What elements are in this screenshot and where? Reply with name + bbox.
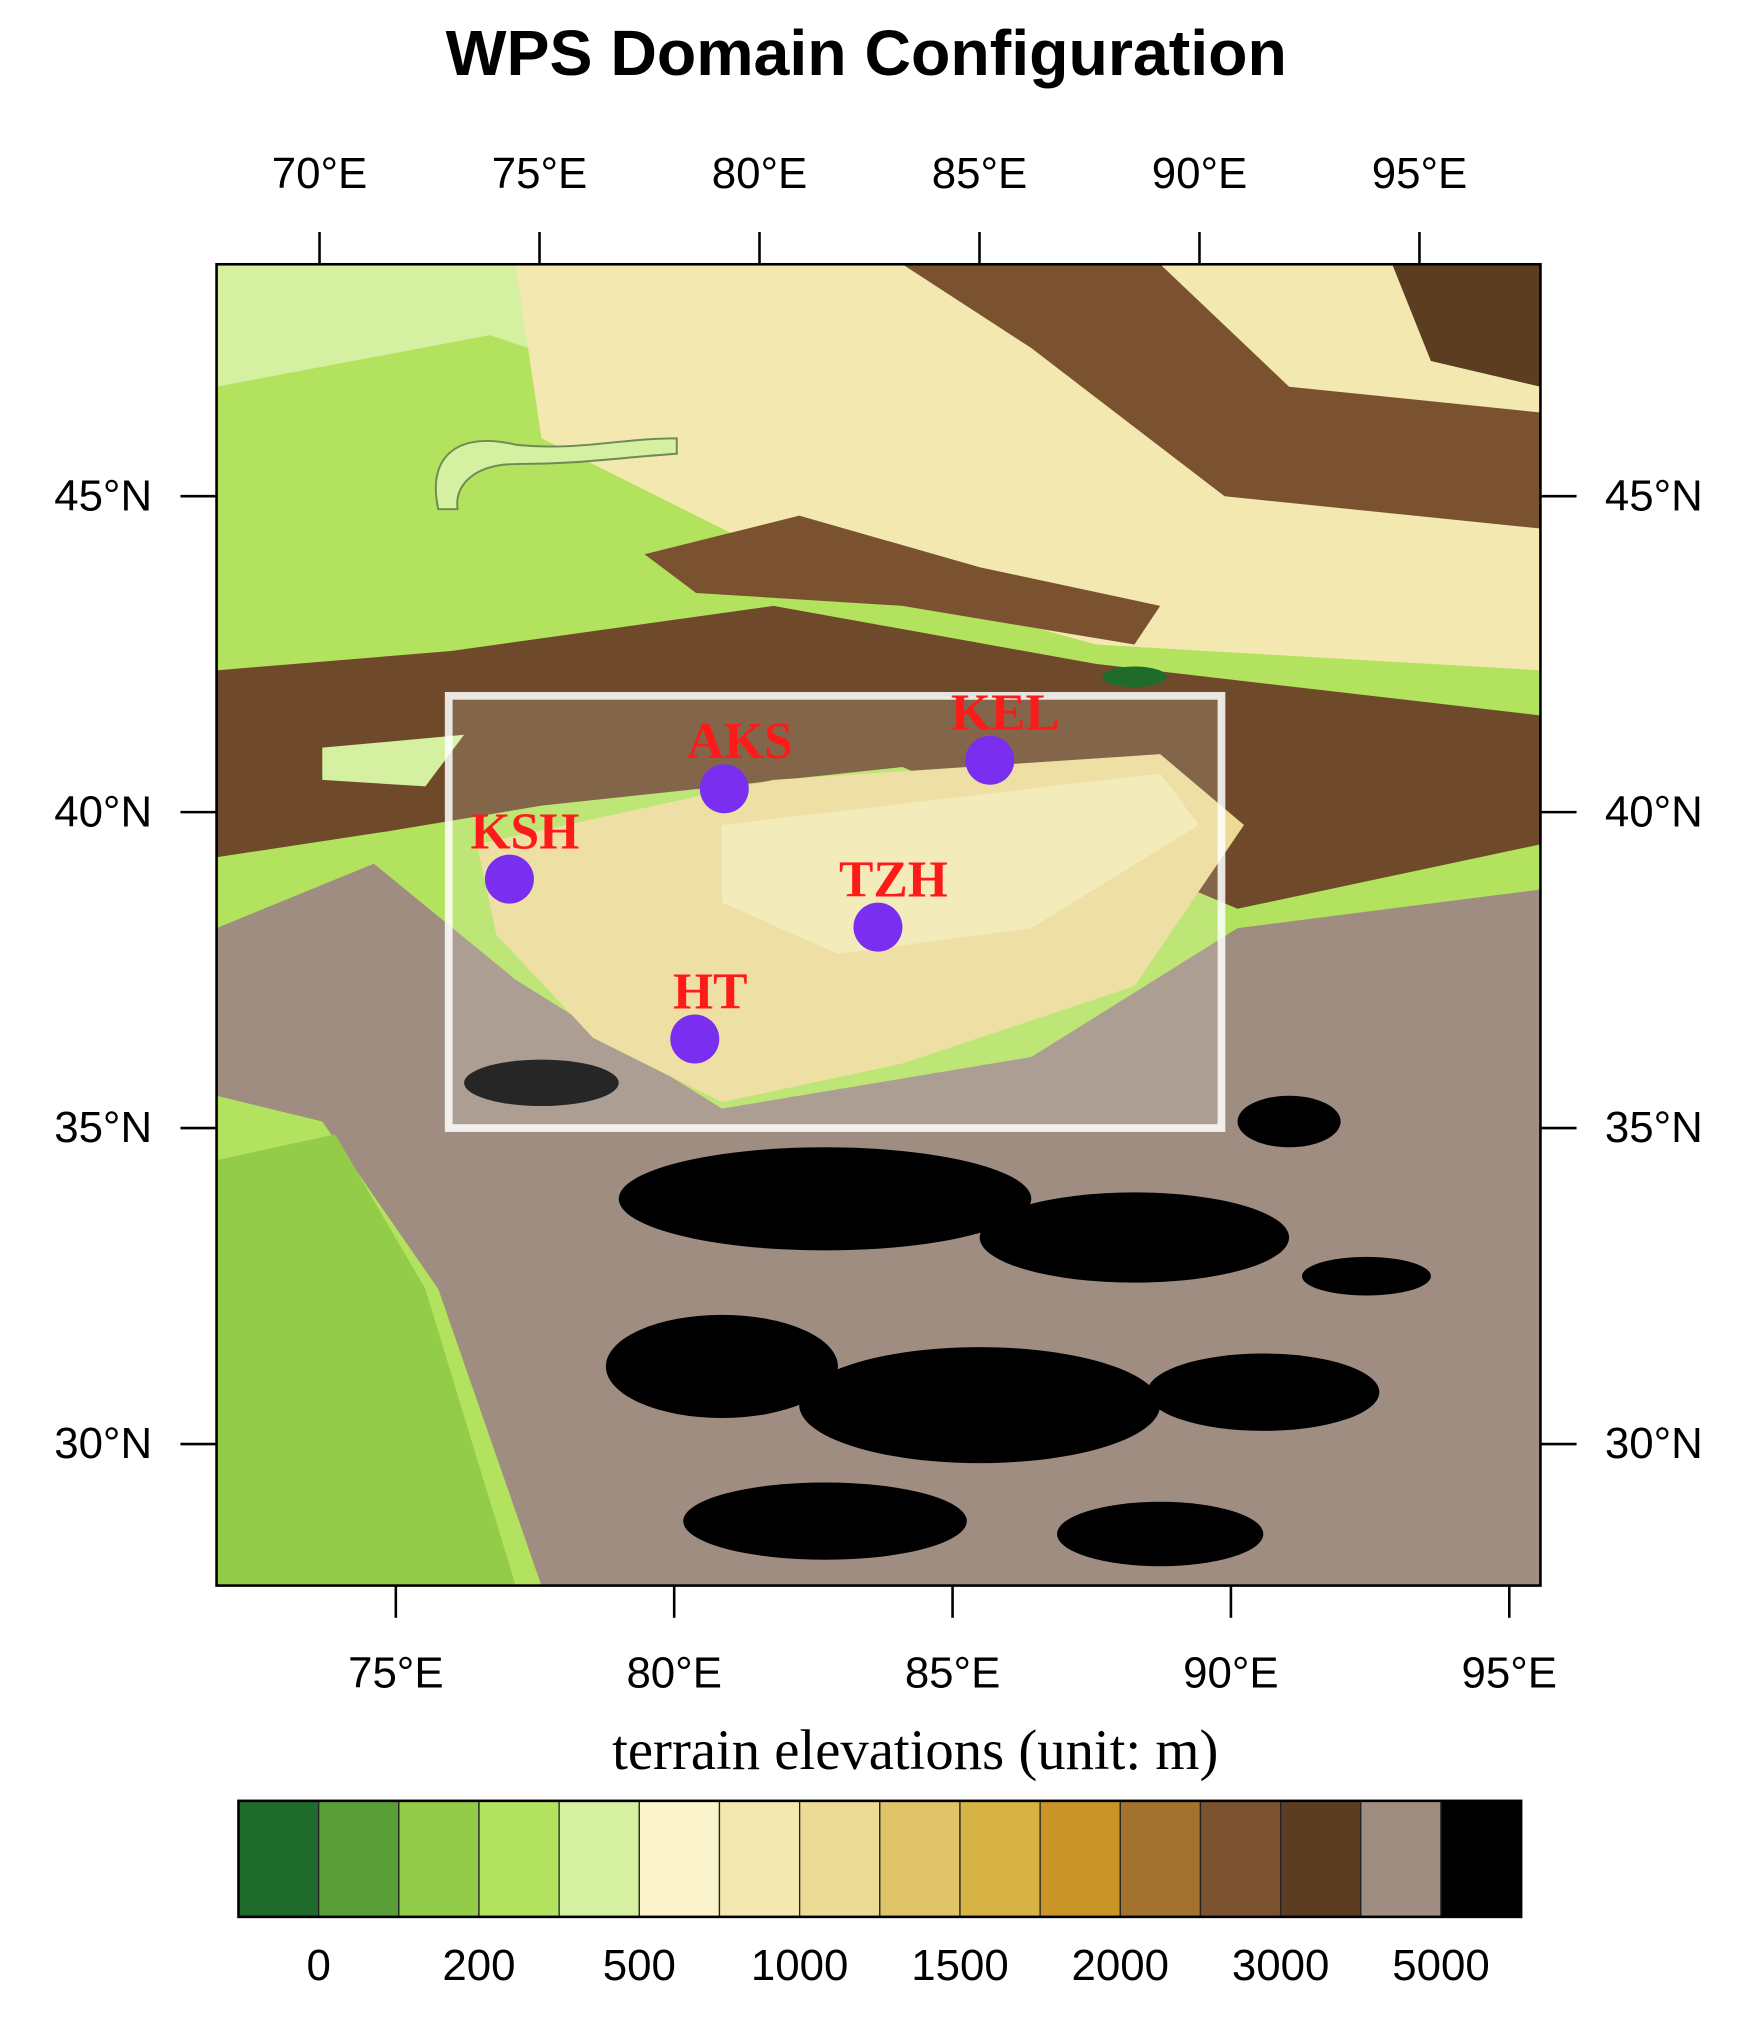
colorbar-box <box>318 1800 400 1918</box>
y-tick-label: 45°N <box>54 471 152 520</box>
terrain-patch <box>1392 264 1541 387</box>
station-label: HT <box>673 963 747 1020</box>
terrain-patch <box>902 264 1541 529</box>
terrain-patch <box>515 264 1541 671</box>
top-tick-label: 70°E <box>272 149 367 198</box>
y-tick-label-right: 40°N <box>1605 787 1703 836</box>
colorbar-label: 1500 <box>911 1941 1008 1990</box>
station <box>853 902 903 952</box>
colorbar-label: 2000 <box>1072 1941 1169 1990</box>
colorbar-box <box>558 1800 640 1918</box>
terrain-peaks <box>464 1059 1431 1567</box>
colorbar-box <box>798 1800 881 1918</box>
station-label: AKS <box>687 713 793 770</box>
colorbar-label: 500 <box>603 1941 676 1990</box>
terrain-peak <box>683 1482 967 1560</box>
terrain-peak <box>1147 1353 1380 1431</box>
terrain-peak <box>979 1192 1290 1283</box>
colorbar-frame <box>237 1799 1523 1919</box>
y-tick-label: 35°N <box>54 1103 152 1152</box>
colorbar-label: 0 <box>306 1941 330 1990</box>
station <box>670 1014 720 1064</box>
terrain-patch <box>216 1134 516 1586</box>
colorbar-box <box>1279 1800 1362 1918</box>
terrain-peak <box>618 1147 1032 1251</box>
station <box>699 764 749 814</box>
station <box>484 854 534 904</box>
y-tick-label: 30°N <box>54 1419 152 1468</box>
colorbar-box <box>1119 1800 1202 1918</box>
colorbar-box <box>718 1800 801 1918</box>
terrain <box>216 264 1541 1586</box>
colorbar-box <box>1039 1800 1121 1918</box>
x-tick-label: 85°E <box>905 1648 1000 1697</box>
colorbar-label: 3000 <box>1232 1941 1329 1990</box>
terrain-patch <box>1102 666 1167 688</box>
colorbar-box <box>398 1800 480 1918</box>
terrain-peak <box>1301 1256 1431 1296</box>
station <box>965 735 1015 785</box>
x-tick-label: 75°E <box>348 1648 443 1697</box>
colorbar-box <box>1440 1800 1522 1918</box>
colorbar-box <box>959 1800 1041 1918</box>
terrain-peak <box>799 1347 1161 1464</box>
terrain-patch <box>721 773 1199 954</box>
y-tick-label: 40°N <box>54 787 152 836</box>
y-tick-label-right: 35°N <box>1605 1103 1703 1152</box>
terrain-patch <box>322 734 465 787</box>
domain-box <box>444 691 1226 1132</box>
colorbar-label: 1000 <box>751 1941 848 1990</box>
x-tick-label: 90°E <box>1183 1648 1278 1697</box>
terrain-peak <box>605 1314 838 1418</box>
y-tick-label-right: 30°N <box>1605 1419 1703 1468</box>
top-tick-label: 90°E <box>1152 149 1247 198</box>
colorbar-box <box>478 1800 560 1918</box>
top-tick-label: 75°E <box>492 149 587 198</box>
terrain-peak <box>1057 1501 1264 1567</box>
title: WPS Domain Configuration <box>446 17 1287 89</box>
station-label: TZH <box>839 851 948 908</box>
colorbar-box <box>638 1800 721 1918</box>
x-tick-label: 80°E <box>626 1648 721 1697</box>
colorbar-box <box>879 1800 961 1918</box>
colorbar-title: terrain elevations (unit: m) <box>612 1719 1218 1782</box>
terrain-peak <box>1237 1095 1341 1148</box>
map-frame <box>215 262 1542 1587</box>
y-tick-label-right: 45°N <box>1605 471 1703 520</box>
colorbar-box <box>237 1800 320 1918</box>
colorbar-box <box>1199 1800 1282 1918</box>
terrain-patch <box>644 515 1161 645</box>
station-label: KSH <box>470 803 579 860</box>
station-label: KEL <box>951 685 1060 742</box>
top-tick-label: 80°E <box>712 149 807 198</box>
colorbar-label: 5000 <box>1392 1941 1489 1990</box>
x-tick-label: 95°E <box>1462 1648 1557 1697</box>
lake <box>434 437 678 511</box>
top-tick-label: 85°E <box>932 149 1027 198</box>
terrain-peak <box>464 1059 619 1107</box>
top-tick-label: 95°E <box>1372 149 1467 198</box>
colorbar-box <box>1360 1800 1442 1918</box>
colorbar-label: 200 <box>442 1941 515 1990</box>
